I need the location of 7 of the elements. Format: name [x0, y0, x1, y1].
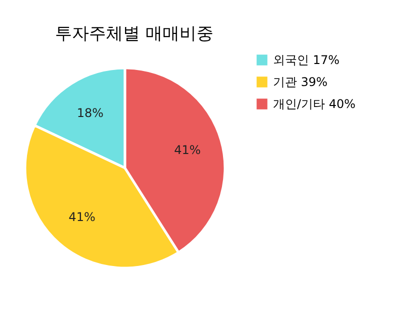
data-label: 18%: [76, 106, 104, 120]
data-label: 41%: [174, 142, 201, 157]
legend-label: 개인/기타 40%: [273, 97, 356, 111]
legend-label: 외국인 17%: [273, 53, 340, 67]
chart-title: 투자주체별 매매비중: [55, 24, 214, 44]
data-label: 41%: [68, 210, 96, 224]
legend-label: 기관 39%: [273, 75, 328, 89]
